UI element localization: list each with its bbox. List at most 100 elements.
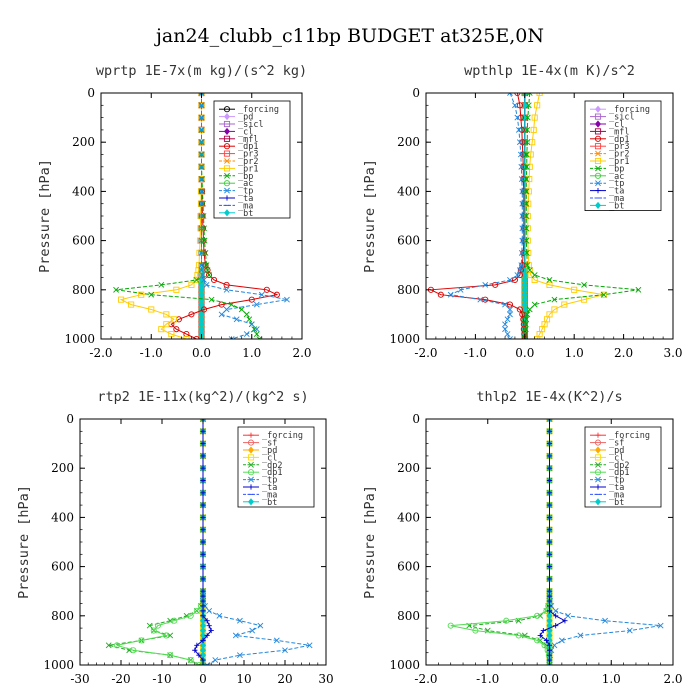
data-point — [200, 453, 206, 459]
data-point — [193, 277, 200, 283]
panel-title: rtp2 1E-11x(kg^2)/(kg^2 s) — [97, 389, 308, 405]
legend-marker — [248, 484, 254, 490]
data-point — [504, 331, 511, 337]
y-tick-label: 1000 — [64, 332, 95, 346]
legend-marker — [223, 165, 231, 172]
y-tick-label: 600 — [51, 560, 74, 574]
legend: _forcing_pd_sicl_cl_mfl_dp1_pr3_pr2_pr1_… — [213, 100, 291, 219]
data-point — [196, 652, 202, 658]
series-group — [105, 419, 313, 665]
data-point — [524, 139, 531, 146]
data-point — [524, 225, 531, 232]
data-point — [534, 612, 541, 619]
data-point — [530, 126, 537, 133]
data-point — [223, 286, 230, 293]
data-point — [253, 331, 260, 337]
data-point — [200, 514, 206, 520]
data-point — [540, 627, 546, 634]
legend-entry: _tp — [609, 179, 624, 189]
data-point — [526, 306, 533, 313]
data-point — [534, 637, 541, 644]
legend-marker — [594, 113, 602, 120]
data-point — [148, 291, 155, 298]
legend-marker — [224, 113, 230, 121]
chart-panels: wprtp 1E-7x(m kg)/(s^2 kg) Pressure [hPa]… — [16, 63, 683, 686]
legend-marker — [595, 105, 601, 113]
data-point — [626, 627, 633, 634]
series-line — [201, 93, 287, 339]
x-tick-label: 10 — [236, 672, 251, 686]
legend-entry: _ac — [238, 179, 253, 189]
data-point — [188, 311, 195, 318]
data-point — [507, 306, 513, 313]
data-point — [516, 102, 523, 109]
data-point — [515, 632, 522, 639]
x-tick-label: -2.0 — [414, 346, 437, 360]
data-point — [198, 151, 205, 158]
legend-entry: _pr1 — [609, 157, 629, 167]
legend-entry: _ma — [262, 490, 277, 500]
legend-entry: _pd — [262, 446, 277, 456]
data-point — [197, 225, 204, 232]
data-point — [198, 102, 205, 109]
data-point — [193, 607, 200, 614]
data-point — [212, 657, 219, 663]
series-line — [116, 419, 204, 665]
data-point — [518, 249, 525, 256]
legend-marker — [223, 106, 231, 113]
legend-marker — [595, 165, 601, 172]
legend-marker — [223, 135, 231, 142]
data-point — [282, 647, 288, 654]
data-point — [515, 126, 522, 133]
data-point — [201, 277, 207, 283]
data-point — [518, 163, 525, 170]
data-point — [546, 588, 553, 594]
legend-marker — [248, 498, 254, 506]
data-point — [200, 608, 206, 614]
data-point — [201, 225, 207, 232]
data-point — [571, 286, 578, 293]
data-point — [502, 301, 508, 308]
legend-entry: _forcing — [609, 431, 650, 441]
data-point — [200, 588, 206, 594]
data-point — [537, 632, 543, 639]
data-point — [546, 502, 553, 508]
data-point — [238, 306, 245, 313]
legend-entry: _mfl — [609, 127, 629, 137]
legend-entry: _ta — [609, 483, 624, 493]
legend-marker — [248, 446, 254, 454]
data-point — [546, 453, 553, 459]
data-point — [546, 603, 553, 609]
data-point — [249, 627, 256, 634]
data-point — [546, 642, 553, 648]
legend-marker — [595, 120, 601, 128]
data-point — [216, 612, 223, 619]
x-tick-label: 0.0 — [515, 346, 534, 360]
legend-entry: _sf — [609, 439, 624, 449]
legend-marker — [595, 432, 601, 438]
x-tick-label: 2.0 — [292, 346, 311, 360]
data-point — [148, 306, 155, 313]
series-line — [469, 419, 550, 665]
data-point — [253, 326, 260, 333]
data-point — [504, 316, 511, 323]
data-point — [502, 321, 508, 328]
legend-entry: _bt — [238, 209, 253, 219]
data-point — [522, 321, 529, 328]
data-point — [228, 336, 235, 339]
data-point — [546, 281, 553, 288]
x-tick-label: 20 — [277, 672, 292, 686]
data-point — [546, 662, 553, 665]
data-point — [523, 176, 530, 183]
data-point — [503, 617, 510, 624]
data-point — [523, 151, 530, 158]
data-point — [546, 598, 553, 604]
legend-entry: _pd — [609, 446, 624, 456]
series-ta — [537, 419, 568, 665]
legend-entry: _cl — [238, 127, 253, 137]
x-tick-label: 0.0 — [540, 672, 559, 686]
data-point — [524, 212, 531, 220]
data-point — [284, 296, 290, 303]
data-point — [558, 637, 565, 644]
panel-title: thlp2 1E-4x(K^2)/s — [476, 389, 622, 405]
